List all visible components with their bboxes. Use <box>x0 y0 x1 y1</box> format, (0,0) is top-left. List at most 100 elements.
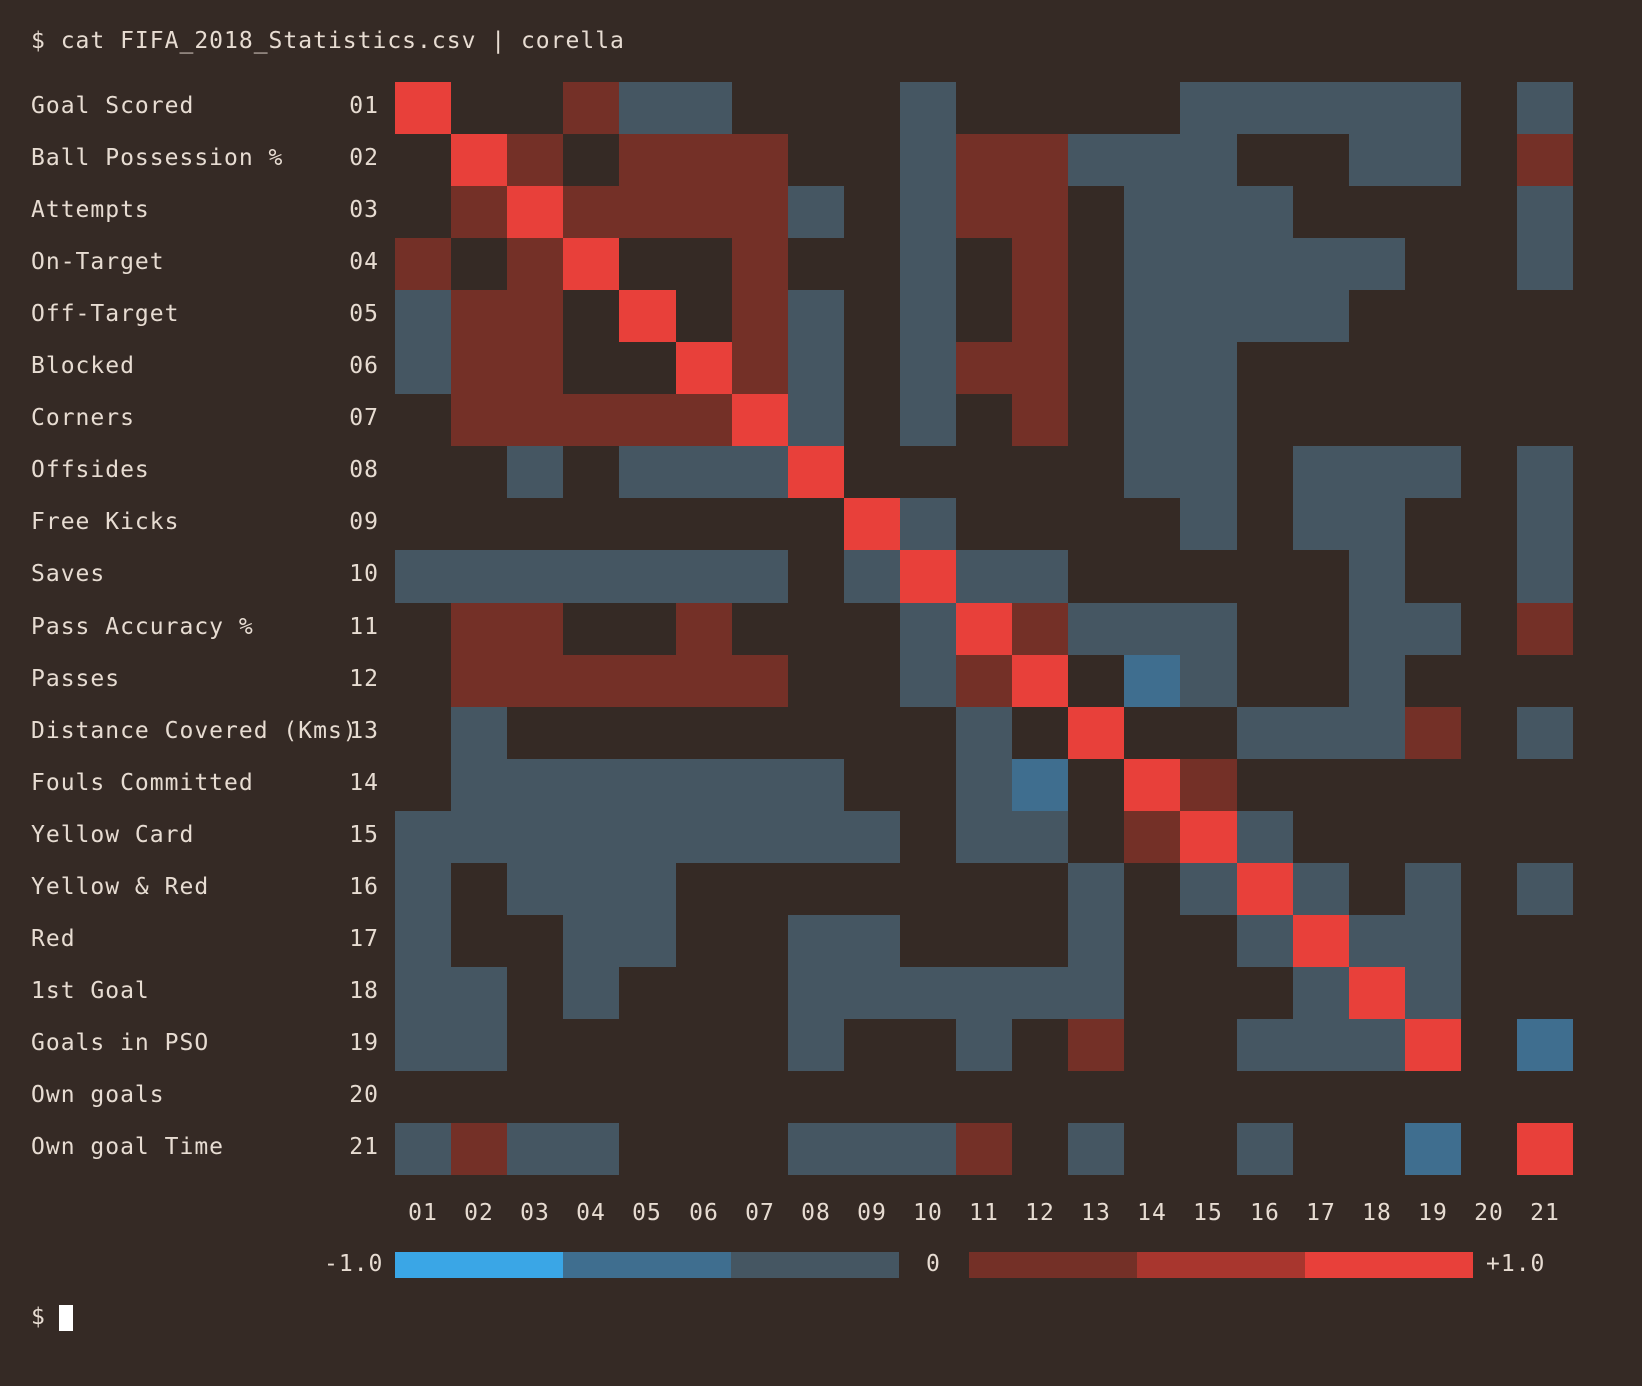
row-number: 21 <box>349 1134 379 1160</box>
heatmap-cell <box>451 290 507 342</box>
heatmap-cell <box>844 498 900 550</box>
heatmap-cell <box>1293 238 1349 290</box>
text-cursor[interactable] <box>59 1305 73 1331</box>
heatmap-cell <box>619 655 676 707</box>
heatmap-cell <box>1012 550 1068 603</box>
heatmap-cell <box>788 290 844 342</box>
heatmap-cell <box>676 603 732 655</box>
column-label: 17 <box>1306 1200 1336 1226</box>
heatmap-cell <box>507 655 563 707</box>
heatmap-cell <box>1068 863 1124 915</box>
row-label: Yellow Card <box>31 821 195 848</box>
heatmap-cell <box>1180 186 1237 238</box>
heatmap-cell <box>563 238 619 290</box>
heatmap-cell <box>676 446 732 498</box>
heatmap-cell <box>1517 82 1573 134</box>
heatmap-cell <box>1517 186 1573 238</box>
row-label: Attempts <box>31 197 150 224</box>
row-label: Offsides <box>31 457 150 484</box>
row-number: 08 <box>349 457 379 484</box>
heatmap-cell <box>563 967 619 1019</box>
heatmap-cell <box>844 967 900 1019</box>
heatmap-cell <box>1405 1123 1461 1175</box>
heatmap-cell <box>563 186 619 238</box>
command-line: $ cat FIFA_2018_Statistics.csv | corella <box>31 28 625 54</box>
heatmap-cell <box>844 1123 900 1175</box>
heatmap-cell <box>676 134 732 186</box>
column-label: 12 <box>1025 1200 1055 1226</box>
heatmap-cell <box>451 1123 507 1175</box>
heatmap-cell <box>1405 707 1461 759</box>
heatmap-cell <box>563 655 619 707</box>
row-number: 15 <box>349 821 379 848</box>
heatmap-cell <box>676 759 732 811</box>
heatmap-cell <box>1517 1123 1573 1175</box>
heatmap-cell <box>1517 134 1573 186</box>
heatmap-cell <box>395 550 451 603</box>
heatmap-cell <box>1237 811 1293 863</box>
row-label: Off-Target <box>31 301 180 328</box>
heatmap-cell <box>1349 238 1405 290</box>
heatmap-cell <box>732 446 788 498</box>
heatmap-cell <box>1180 498 1237 550</box>
heatmap-cell <box>395 82 451 134</box>
heatmap-cell <box>1068 915 1124 967</box>
heatmap-cell <box>451 134 507 186</box>
heatmap-cell <box>1012 342 1068 394</box>
heatmap-cell <box>451 342 507 394</box>
heatmap-cell <box>1012 394 1068 446</box>
row-number: 07 <box>349 405 379 432</box>
heatmap-cell <box>563 1123 619 1175</box>
heatmap-cell <box>619 811 676 863</box>
row-number: 02 <box>349 145 379 172</box>
heatmap-cell <box>676 342 732 394</box>
heatmap-cell <box>1405 1019 1461 1071</box>
heatmap-cell <box>1237 82 1293 134</box>
row-number: 18 <box>349 977 379 1004</box>
row-number: 04 <box>349 249 379 276</box>
heatmap-cell <box>1237 186 1293 238</box>
heatmap-cell <box>1124 134 1180 186</box>
heatmap-cell <box>1349 82 1405 134</box>
heatmap-cell <box>900 342 956 394</box>
heatmap-cell <box>1068 1123 1124 1175</box>
heatmap-cell <box>507 134 563 186</box>
heatmap-cell <box>1349 1019 1405 1071</box>
heatmap-cell <box>1180 342 1237 394</box>
heatmap-cell <box>1068 603 1124 655</box>
heatmap-cell <box>844 915 900 967</box>
heatmap-cell <box>1012 603 1068 655</box>
heatmap-cell <box>1237 915 1293 967</box>
heatmap-cell <box>844 550 900 603</box>
row-number: 19 <box>349 1029 379 1056</box>
heatmap-cell <box>1012 811 1068 863</box>
heatmap-cell <box>395 1019 451 1071</box>
heatmap-cell <box>1349 915 1405 967</box>
heatmap-cell <box>1180 82 1237 134</box>
column-label: 06 <box>689 1200 719 1226</box>
heatmap-cell <box>619 446 676 498</box>
heatmap-cell <box>1124 759 1180 811</box>
heatmap-cell <box>619 863 676 915</box>
heatmap-cell <box>1012 290 1068 342</box>
heatmap-cell <box>619 394 676 446</box>
heatmap-cell <box>1517 707 1573 759</box>
heatmap-cell <box>1517 863 1573 915</box>
heatmap-cell <box>507 811 563 863</box>
column-label: 20 <box>1474 1200 1504 1226</box>
row-label: On-Target <box>31 249 165 276</box>
heatmap-cell <box>676 394 732 446</box>
heatmap-cell <box>1293 863 1349 915</box>
row-label: Own goal Time <box>31 1134 225 1160</box>
heatmap-cell <box>732 238 788 290</box>
heatmap-cell <box>1124 342 1180 394</box>
heatmap-cell <box>1124 655 1180 707</box>
heatmap-cell <box>1405 967 1461 1019</box>
row-number: 14 <box>349 769 379 796</box>
heatmap-cell <box>507 759 563 811</box>
heatmap-cell <box>732 811 788 863</box>
heatmap-cell <box>900 655 956 707</box>
heatmap-cell <box>900 290 956 342</box>
heatmap-cell <box>1517 446 1573 498</box>
heatmap-cell <box>1012 238 1068 290</box>
